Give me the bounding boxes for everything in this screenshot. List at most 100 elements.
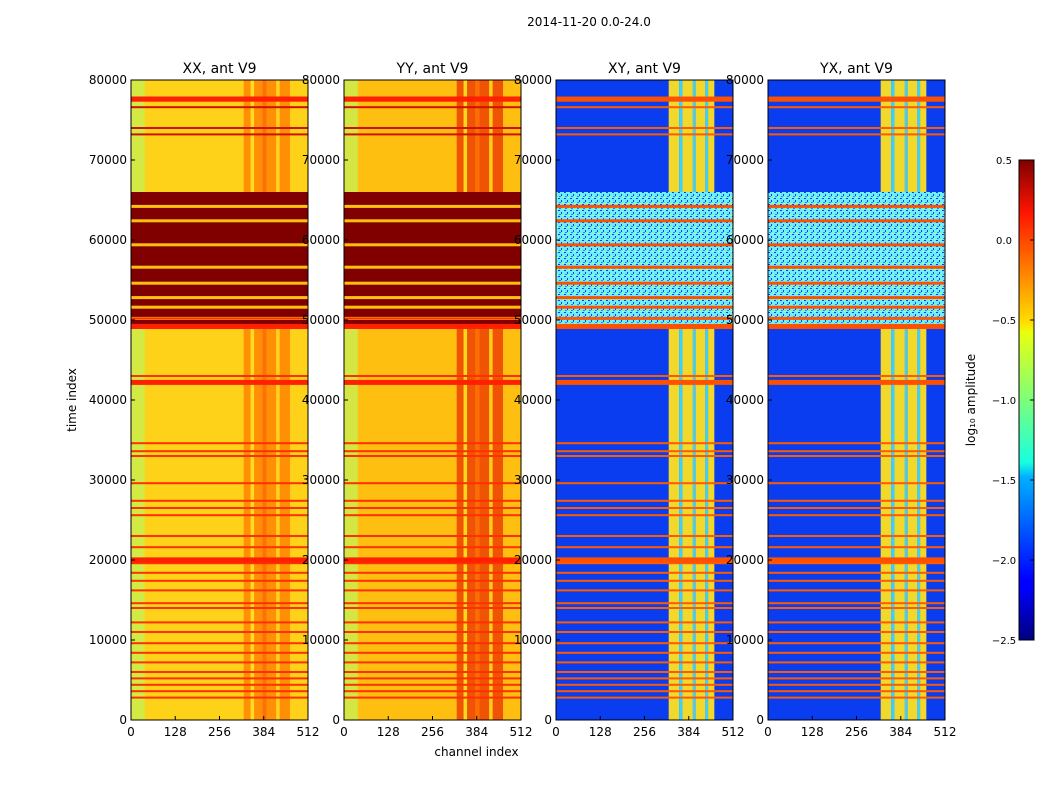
heatmap-flag-row <box>556 607 733 609</box>
heatmap-gap-row <box>556 296 733 300</box>
heatmap-flag-row <box>131 642 308 645</box>
heatmap-flag-row <box>344 514 521 517</box>
heatmap-flag-row <box>768 323 945 329</box>
heatmap-flag-row <box>344 602 521 605</box>
heatmap-band <box>492 80 504 720</box>
x-tick-label: 128 <box>589 725 612 739</box>
heatmap-flag-row <box>768 96 945 102</box>
heatmap-gap-row <box>556 265 733 269</box>
x-tick-label: 128 <box>377 725 400 739</box>
heatmap-flag-row <box>768 482 945 485</box>
heatmap-flag-row <box>768 683 945 686</box>
heatmap-band <box>891 80 895 720</box>
colorbar-tick-label: −0.5 <box>992 316 1016 327</box>
y-tick-label: 20000 <box>514 553 552 567</box>
heatmap-flag-row <box>556 317 733 320</box>
heatmap-flag-row <box>556 375 733 377</box>
heatmap-flag-row <box>344 535 521 537</box>
heatmap-flag-row <box>768 546 945 549</box>
heatmap-flag-row <box>344 690 521 693</box>
heatmap-flag-row <box>768 127 945 129</box>
heatmap-flag-row <box>131 442 308 445</box>
heatmap-band <box>276 80 280 720</box>
colorbar-tick-label: −1.5 <box>992 476 1016 487</box>
heatmap-flag-row <box>768 579 945 582</box>
heatmap-gap-row <box>344 204 521 208</box>
heatmap-flag-row <box>131 677 308 680</box>
heatmap-flag-row <box>131 602 308 605</box>
heatmap-flag-row <box>556 651 733 654</box>
heatmap-flag-row <box>131 579 308 582</box>
y-tick-label: 0 <box>544 713 552 727</box>
heatmap-flag-row <box>556 671 733 673</box>
heatmap-flag-row <box>768 317 945 320</box>
colorbar-tick-label: −2.0 <box>992 556 1016 567</box>
heatmap-flag-row <box>131 696 308 699</box>
heatmap-flag-row <box>131 690 308 693</box>
heatmap-flag-row <box>556 379 733 385</box>
heatmap-flag-row <box>556 514 733 517</box>
y-tick-label: 10000 <box>726 633 764 647</box>
heatmap-flag-row <box>556 589 733 592</box>
heatmap-gap-row <box>131 219 308 223</box>
heatmap-band <box>679 80 683 720</box>
heatmap-flag-row <box>131 317 308 320</box>
heatmap-flag-row <box>344 607 521 609</box>
y-tick-label: 30000 <box>726 473 764 487</box>
heatmap-flag-row <box>768 631 945 633</box>
y-tick-label: 10000 <box>302 633 340 647</box>
y-tick-label: 0 <box>756 713 764 727</box>
x-tick-label: 384 <box>677 725 700 739</box>
colorbar-tick-label: 0.0 <box>996 236 1012 247</box>
heatmap-saturated-block <box>131 192 308 328</box>
x-tick-label: 0 <box>340 725 348 739</box>
heatmap-flag-row <box>344 323 521 329</box>
heatmap-gap-row <box>344 281 521 285</box>
heatmap-flag-row <box>344 557 521 563</box>
heatmap-flag-row <box>131 562 308 565</box>
heatmap-band <box>489 80 493 720</box>
heatmap-gap-row <box>131 265 308 269</box>
heatmap-flag-row <box>131 683 308 686</box>
heatmap-flag-row <box>556 683 733 686</box>
y-tick-label: 80000 <box>302 73 340 87</box>
y-tick-label: 10000 <box>89 633 127 647</box>
y-tick-label: 10000 <box>514 633 552 647</box>
heatmap-flag-row <box>344 661 521 664</box>
heatmap-flag-row <box>344 589 521 592</box>
x-tick-label: 512 <box>722 725 745 739</box>
heatmap-flag-row <box>556 450 733 453</box>
heatmap-gap-row <box>556 305 733 309</box>
heatmap-flag-row <box>344 631 521 633</box>
panel-title: YY, ant V9 <box>396 61 469 77</box>
heatmap-flag-row <box>768 589 945 592</box>
heatmap-flag-row <box>768 690 945 693</box>
y-tick-label: 0 <box>332 713 340 727</box>
heatmap-band <box>907 80 918 720</box>
heatmap-band <box>880 80 892 720</box>
y-tick-label: 30000 <box>514 473 552 487</box>
heatmap-flag-row <box>556 571 733 574</box>
heatmap-gap-row <box>131 204 308 208</box>
x-tick-label: 512 <box>510 725 533 739</box>
heatmap-flag-row <box>344 379 521 385</box>
heatmap-flag-row <box>556 323 733 329</box>
heatmap-flag-row <box>768 557 945 563</box>
heatmap-flag-row <box>768 571 945 574</box>
heatmap-gap-row <box>131 305 308 309</box>
heatmap-flag-row <box>768 514 945 517</box>
heatmap-gap-row <box>131 281 308 285</box>
y-tick-label: 20000 <box>726 553 764 567</box>
heatmap-flag-row <box>344 133 521 136</box>
y-tick-label: 40000 <box>726 393 764 407</box>
heatmap-flag-row <box>556 535 733 537</box>
heatmap-gap-row <box>344 243 521 247</box>
y-tick-label: 70000 <box>726 153 764 167</box>
y-tick-label: 70000 <box>302 153 340 167</box>
heatmap-flag-row <box>131 127 308 129</box>
heatmap-flag-row <box>556 127 733 129</box>
heatmap-band <box>266 80 277 720</box>
heatmap-flag-row <box>556 642 733 645</box>
heatmap-gap-row <box>556 281 733 285</box>
heatmap-flag-row <box>768 507 945 509</box>
